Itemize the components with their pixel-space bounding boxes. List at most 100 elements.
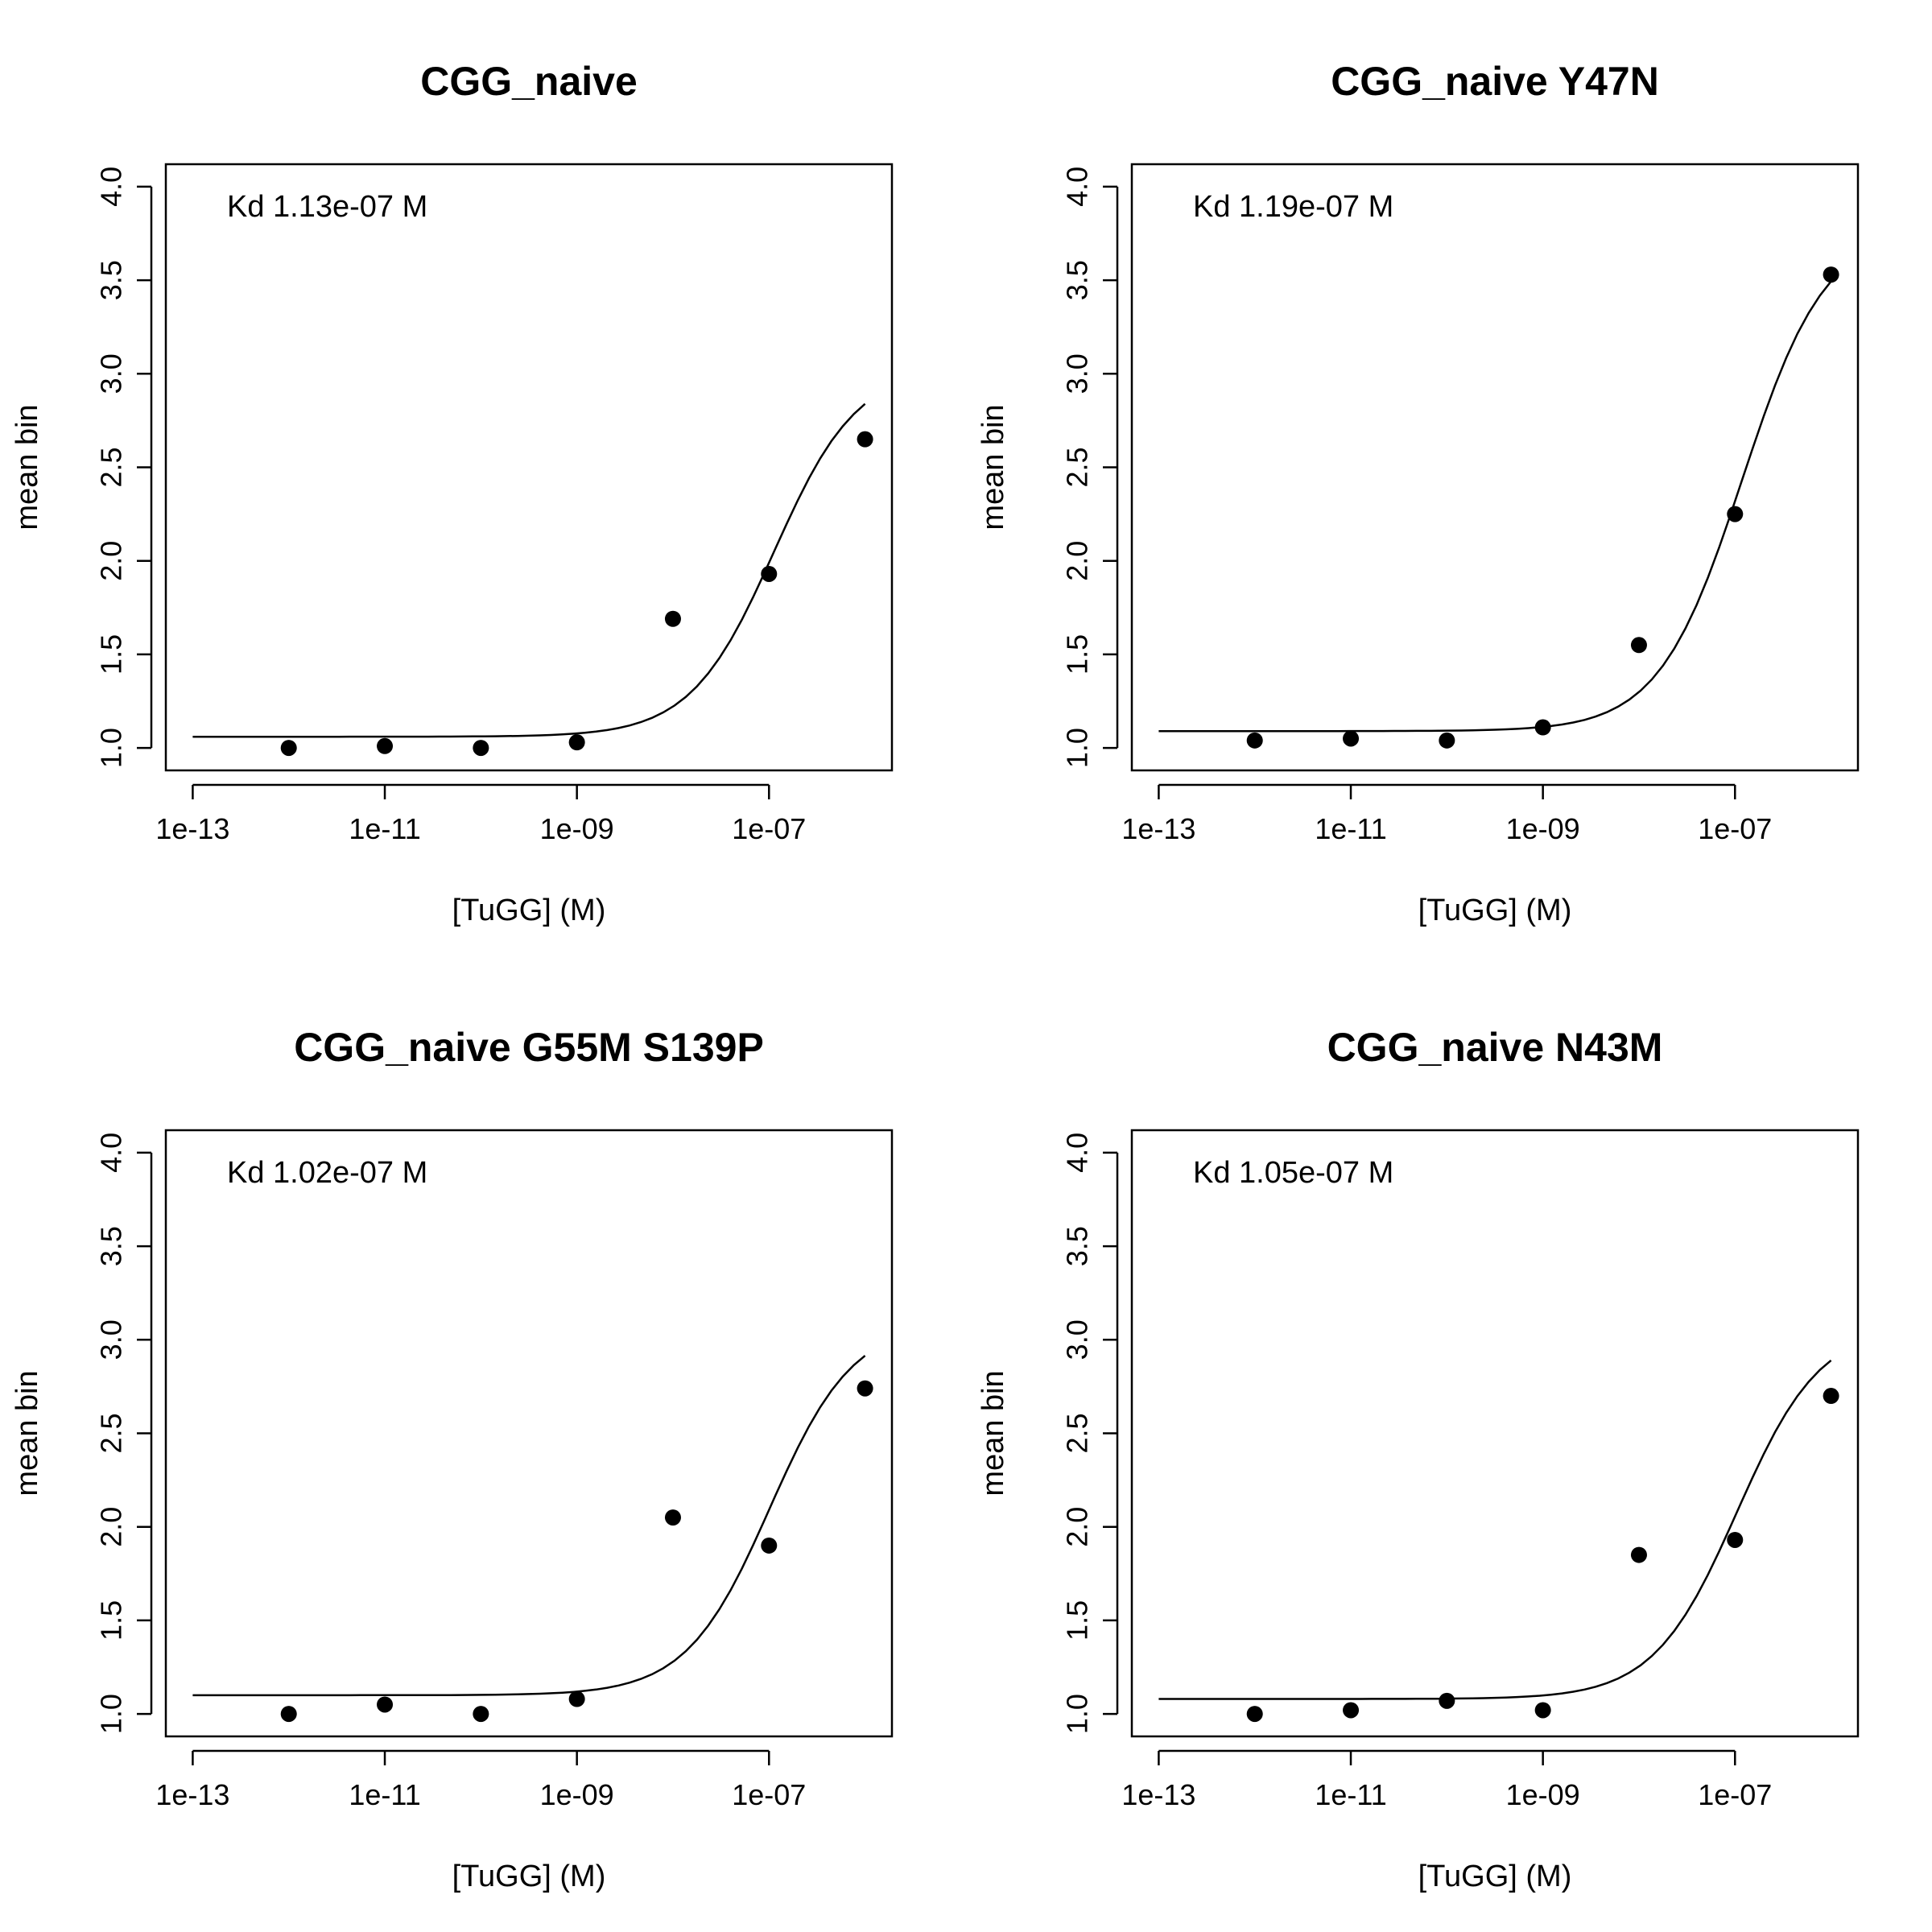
y-tick-label: 3.5 [95,1226,128,1266]
fit-curve [1158,1359,1832,1700]
y-tick-label: 1.5 [95,634,128,675]
chart-title: CGG_naive [420,59,638,104]
data-point [1630,637,1647,654]
y-tick-label: 2.5 [95,447,128,487]
x-axis-label: [TuGG] (M) [452,894,606,927]
x-tick-label: 1e-11 [1315,1778,1386,1811]
y-axis-label: mean bin [10,1370,44,1496]
chart-title: CGG_naive Y47N [1331,59,1659,104]
chart-panel-3: CGG_naive G55M S139P 1e-13 1e-11 1e-09 1e-07… [10,1025,894,1893]
data-point [761,565,778,582]
data-point [1534,719,1551,736]
y-tick-label: 2.0 [95,541,128,581]
y-tick-label: 4.0 [95,1133,128,1173]
y-tick-label: 1.0 [95,728,128,768]
x-tick-label: 1e-09 [540,812,614,845]
y-tick-label: 2.5 [1061,1413,1094,1453]
y-tick-label: 2.0 [1061,541,1094,581]
data-point [377,737,394,754]
data-point [1823,266,1839,283]
y-tick-label: 1.5 [1061,634,1094,675]
y-tick-label: 1.0 [1061,728,1094,768]
x-tick-label: 1e-11 [349,812,420,845]
x-tick-label: 1e-07 [1698,812,1772,845]
x-tick-label: 1e-07 [732,812,806,845]
x-tick-label: 1e-13 [1121,812,1195,845]
data-point [664,610,681,627]
kd-annotation: Kd 1.13e-07 M [227,190,427,224]
data-point [568,1690,585,1707]
y-axis-label: mean bin [976,1370,1010,1496]
y-tick-label: 3.5 [1061,260,1094,300]
fit-curve [192,402,866,738]
data-point [473,740,489,757]
data-point [857,431,873,448]
kd-annotation: Kd 1.02e-07 M [227,1156,427,1190]
data-point [664,1509,681,1526]
data-point [377,1696,394,1713]
kd-annotation: Kd 1.05e-07 M [1193,1156,1393,1190]
chart-title: CGG_naive N43M [1327,1025,1663,1070]
y-tick-label: 3.0 [1061,1319,1094,1360]
y-tick-label: 2.0 [1061,1507,1094,1547]
y-axis-label: mean bin [976,404,1010,530]
x-tick-label: 1e-11 [349,1778,420,1811]
y-tick-label: 2.5 [1061,447,1094,487]
data-point [280,740,297,757]
data-point [280,1706,297,1723]
data-point [473,1706,489,1723]
y-tick-label: 4.0 [1061,1133,1094,1173]
x-tick-label: 1e-09 [1506,1778,1580,1811]
data-point [1246,1706,1263,1723]
data-point [1343,730,1360,747]
y-tick-label: 3.5 [95,260,128,300]
x-axis-label: [TuGG] (M) [1418,894,1572,927]
kd-annotation: Kd 1.19e-07 M [1193,190,1393,224]
data-point [1630,1546,1647,1563]
plot-frame [164,1129,894,1738]
y-tick-label: 4.0 [1061,167,1094,207]
data-point [1439,732,1455,749]
x-tick-label: 1e-13 [1121,1778,1195,1811]
data-point [568,734,585,751]
chart-panel-1: CGG_naive 1e-13 1e-11 1e-09 1e-07 1.0 1.5 2.0 2.… [10,59,894,927]
fit-curve [1158,280,1832,733]
chart-panel-2: CGG_naive Y47N 1e-13 1e-11 1e-09 1e-07 1.0 1.5… [976,59,1860,927]
x-tick-label: 1e-07 [732,1778,806,1811]
y-tick-label: 1.5 [95,1600,128,1641]
data-point [1727,506,1744,522]
y-tick-label: 3.0 [95,1319,128,1360]
data-point [761,1537,778,1554]
data-point [1823,1388,1839,1405]
y-tick-label: 1.0 [1061,1694,1094,1734]
x-tick-label: 1e-09 [540,1778,614,1811]
x-tick-label: 1e-07 [1698,1778,1772,1811]
y-tick-label: 2.5 [95,1413,128,1453]
y-tick-label: 1.0 [95,1694,128,1734]
chart-title: CGG_naive G55M S139P [294,1025,764,1070]
fit-curve [192,1355,866,1697]
data-point [857,1380,873,1397]
y-tick-label: 4.0 [95,167,128,207]
y-tick-label: 2.0 [95,1507,128,1547]
x-tick-label: 1e-09 [1506,812,1580,845]
x-axis-label: [TuGG] (M) [1418,1860,1572,1893]
y-tick-label: 1.5 [1061,1600,1094,1641]
data-point [1727,1531,1744,1548]
data-point [1439,1692,1455,1709]
x-tick-label: 1e-11 [1315,812,1386,845]
plot-frame [1130,1129,1860,1738]
plot-frame [164,163,894,772]
y-tick-label: 3.0 [95,353,128,394]
y-tick-label: 3.0 [1061,353,1094,394]
y-tick-label: 3.5 [1061,1226,1094,1266]
data-point [1534,1702,1551,1719]
y-axis-label: mean bin [10,404,44,530]
x-axis-label: [TuGG] (M) [452,1860,606,1893]
plot-frame [1130,163,1860,772]
data-point [1343,1702,1360,1719]
data-point [1246,732,1263,749]
chart-panel-4: CGG_naive N43M 1e-13 1e-11 1e-09 1e-07 1.0 1.5… [976,1025,1860,1893]
x-tick-label: 1e-13 [155,1778,229,1811]
